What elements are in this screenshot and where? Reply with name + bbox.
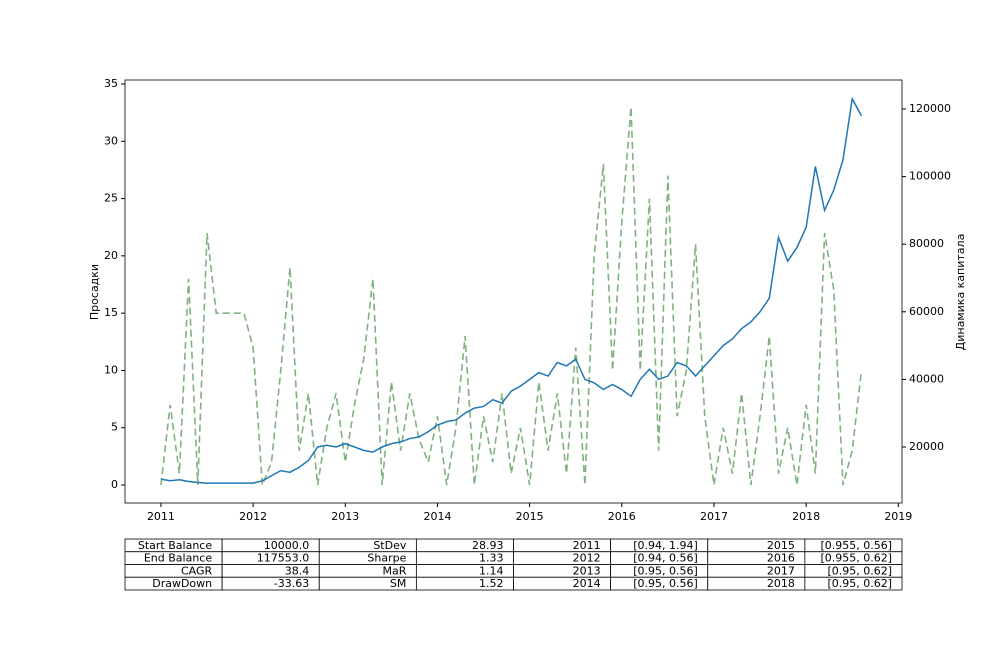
- x-tick-label: 2013: [331, 510, 359, 523]
- table-cell-text: 1.14: [479, 564, 504, 577]
- table-cell-text: CAGR: [181, 564, 213, 577]
- table-cell-text: StDev: [373, 539, 407, 552]
- table-cell-text: -33.63: [274, 577, 309, 590]
- x-tick-label: 2015: [516, 510, 544, 523]
- table-cell-text: 2017: [767, 564, 795, 577]
- table-cell-text: SM: [390, 577, 406, 590]
- y-tick-label: 20: [104, 249, 118, 262]
- x-tick-label: 2017: [700, 510, 728, 523]
- table-cell-text: [0.94, 0.56]: [633, 552, 698, 565]
- table-cell-text: [0.95, 0.56]: [633, 564, 698, 577]
- table-cell-text: [0.94, 1.94]: [633, 539, 698, 552]
- x-tick-label: 2011: [147, 510, 175, 523]
- table-cell-text: 2018: [767, 577, 795, 590]
- y-tick-label: 25: [104, 192, 118, 205]
- table-cell-text: 117553.0: [257, 552, 310, 565]
- table-cell-text: [0.955, 0.56]: [820, 539, 892, 552]
- x-tick-label: 2019: [884, 510, 912, 523]
- table-cell-text: Start Balance: [138, 539, 212, 552]
- y2-tick-label: 40000: [909, 372, 944, 385]
- y-tick-label: 0: [111, 478, 118, 491]
- table-cell-text: 2013: [573, 564, 601, 577]
- table-cell-text: [0.955, 0.62]: [820, 552, 892, 565]
- data-line: [160, 106, 863, 486]
- table-cell-text: 28.93: [472, 539, 504, 552]
- table-cell-text: DrawDown: [152, 577, 212, 590]
- table-cell-text: 2015: [767, 539, 795, 552]
- table-cell: [804, 576, 903, 591]
- table-cell-text: Sharpe: [367, 552, 406, 565]
- table-cell-text: End Balance: [144, 552, 213, 565]
- table-cell-text: 10000.0: [264, 539, 310, 552]
- table-cell-text: 2012: [573, 552, 601, 565]
- y-tick-label: 15: [104, 306, 118, 319]
- y-tick-label: 5: [111, 421, 118, 434]
- y2-tick-label: 80000: [909, 237, 944, 250]
- y-axis-label: Просадки: [88, 264, 101, 320]
- plot-frame: [124, 79, 903, 504]
- table-cell-text: [0.95, 0.56]: [633, 577, 698, 590]
- x-tick-label: 2014: [423, 510, 451, 523]
- data-line: [160, 96, 863, 484]
- table-cell-text: 2011: [573, 539, 601, 552]
- x-tick-label: 2018: [792, 510, 820, 523]
- table-cell-text: 2016: [767, 552, 795, 565]
- table-cell-text: [0.95, 0.62]: [827, 564, 892, 577]
- y2-tick-label: 120000: [909, 102, 951, 115]
- x-tick-label: 2012: [239, 510, 267, 523]
- table-cell-text: MaR: [383, 564, 407, 577]
- y-tick-label: 10: [104, 363, 118, 376]
- y-tick-label: 35: [104, 77, 118, 90]
- y2-tick-label: 100000: [909, 170, 951, 183]
- table-cell-text: [0.95, 0.62]: [827, 577, 892, 590]
- y-tick-label: 30: [104, 134, 118, 147]
- table-cell-text: 38.4: [285, 564, 310, 577]
- x-tick-label: 2016: [608, 510, 636, 523]
- y2-tick-label: 60000: [909, 305, 944, 318]
- y2-tick-label: 20000: [909, 440, 944, 453]
- table-cell-text: 1.52: [479, 577, 504, 590]
- table-cell-text: 2014: [573, 577, 601, 590]
- y2-axis-label: Динамика капитала: [954, 234, 967, 351]
- table-cell-text: 1.33: [479, 552, 504, 565]
